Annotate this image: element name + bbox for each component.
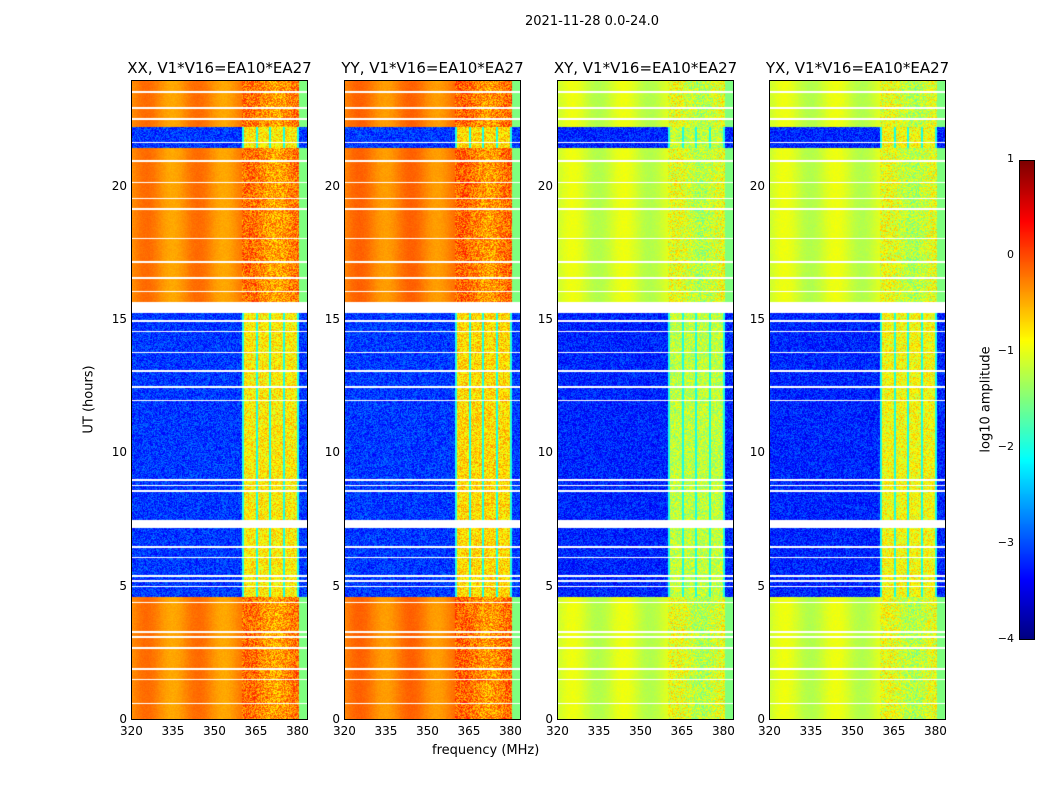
colorbar-tick-label: 0 — [1007, 248, 1014, 261]
y-tick-label: 5 — [757, 578, 765, 593]
x-tick-label: 335 — [374, 724, 398, 738]
y-tick-label: 5 — [119, 578, 127, 593]
y-tick-label: 15 — [537, 312, 553, 326]
y-tick-label: 5 — [332, 578, 340, 593]
y-tick-label: 0 — [332, 712, 340, 726]
y-tick-label: 10 — [324, 445, 340, 460]
x-tick-label: 350 — [415, 724, 439, 738]
y-tick-label: 5 — [545, 578, 553, 593]
x-tick-label: 365 — [670, 724, 694, 738]
x-axis-label: frequency (MHz) — [432, 743, 540, 758]
x-tick-label: 365 — [882, 724, 906, 738]
y-tick-label: 10 — [749, 445, 765, 460]
x-tick-label: 335 — [587, 724, 611, 738]
x-tick-label: 350 — [628, 724, 652, 738]
x-tick-label: 350 — [202, 724, 226, 738]
x-tick-label: 320 — [546, 724, 569, 738]
panel-0 — [131, 80, 308, 720]
heatmap-0 — [132, 81, 307, 719]
panel-2 — [557, 80, 734, 720]
colorbar — [1019, 160, 1035, 640]
heatmap-2 — [558, 81, 733, 719]
panel-title-0: XX, V1*V16=EA10*EA27 — [127, 59, 312, 77]
heatmap-3 — [770, 81, 945, 719]
heatmap-1 — [345, 81, 520, 719]
panel-title-2: XY, V1*V16=EA10*EA27 — [553, 59, 738, 77]
colorbar-tick-label: 1 — [1007, 152, 1014, 165]
y-tick-label: 15 — [749, 312, 765, 326]
panel-1 — [344, 80, 521, 720]
y-tick-label: 10 — [111, 445, 127, 460]
colorbar-tick-label: −4 — [997, 632, 1014, 645]
y-axis-label: UT (hours) — [81, 365, 97, 434]
y-tick-label: 0 — [757, 712, 765, 726]
x-tick-label: 335 — [799, 724, 823, 738]
panel-title-3: YX, V1*V16=EA10*EA27 — [765, 59, 950, 77]
x-tick-label: 365 — [457, 724, 481, 738]
y-tick-label: 15 — [324, 312, 340, 326]
y-tick-label: 20 — [111, 178, 127, 193]
x-tick-label: 320 — [333, 724, 356, 738]
panel-title-1: YY, V1*V16=EA10*EA27 — [341, 59, 524, 77]
figure-title: 2021-11-28 0.0-24.0 — [525, 14, 659, 29]
x-tick-label: 320 — [758, 724, 781, 738]
x-tick-label: 335 — [161, 724, 185, 738]
y-tick-label: 20 — [749, 178, 765, 193]
x-tick-label: 380 — [285, 724, 309, 738]
y-tick-label: 20 — [537, 178, 553, 193]
y-tick-label: 15 — [111, 312, 127, 326]
x-tick-label: 380 — [498, 724, 522, 738]
panel-3 — [769, 80, 946, 720]
x-tick-label: 350 — [840, 724, 864, 738]
y-tick-label: 0 — [119, 712, 127, 726]
y-tick-label: 10 — [537, 445, 553, 460]
colorbar-tick-label: −3 — [997, 536, 1014, 549]
y-tick-label: 0 — [545, 712, 553, 726]
x-tick-label: 365 — [244, 724, 268, 738]
x-tick-label: 380 — [923, 724, 947, 738]
colorbar-label: log10 amplitude — [978, 346, 994, 453]
x-tick-label: 380 — [711, 724, 735, 738]
y-tick-label: 20 — [324, 178, 340, 193]
colorbar-tick-label: −2 — [997, 440, 1014, 453]
x-tick-label: 320 — [120, 724, 143, 738]
colorbar-tick-label: −1 — [997, 344, 1014, 357]
